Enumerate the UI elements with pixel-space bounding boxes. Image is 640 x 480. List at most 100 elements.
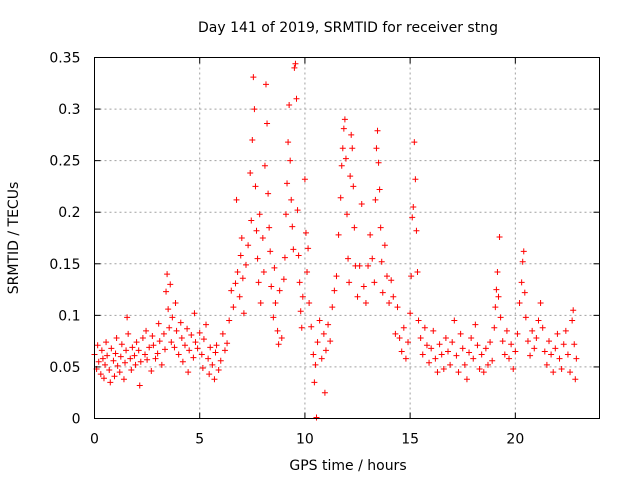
data-point [177, 319, 184, 326]
data-point [478, 351, 485, 358]
data-point [205, 355, 212, 362]
data-point [185, 369, 192, 376]
data-point [149, 332, 156, 339]
data-point [548, 351, 555, 358]
data-point [150, 342, 157, 349]
data-point [106, 367, 113, 374]
data-point [295, 252, 302, 259]
x-axis-label: GPS time / hours [289, 458, 406, 474]
data-point [308, 323, 315, 330]
data-point [127, 355, 134, 362]
data-point [426, 359, 433, 366]
data-point [100, 375, 107, 382]
data-point [169, 314, 176, 321]
data-point [251, 106, 258, 113]
data-point [419, 351, 426, 358]
data-point [398, 348, 405, 355]
data-point [348, 131, 355, 138]
data-point [117, 353, 124, 360]
data-point [333, 273, 340, 280]
plot-frame [94, 57, 600, 419]
data-point [268, 283, 275, 290]
data-point [143, 327, 150, 334]
data-point [181, 342, 188, 349]
data-point [340, 125, 347, 132]
data-point [489, 357, 496, 364]
data-point [305, 245, 312, 252]
y-tick-label: 0 [72, 412, 81, 428]
data-point [314, 339, 321, 346]
data-point [413, 227, 420, 234]
axis-ticks [94, 57, 600, 419]
data-point [417, 335, 424, 342]
data-point [377, 224, 384, 231]
data-point [212, 349, 219, 356]
data-point [449, 339, 456, 346]
data-point [510, 365, 517, 372]
data-point [329, 304, 336, 311]
data-point [531, 345, 538, 352]
data-point [271, 264, 278, 271]
x-tick-label: 15 [401, 432, 419, 448]
data-point [113, 335, 120, 342]
data-point [344, 211, 350, 218]
data-point [97, 371, 104, 378]
data-point [120, 376, 127, 383]
data-point [116, 369, 123, 376]
data-point [327, 338, 334, 345]
data-point [221, 347, 228, 354]
y-tick-label: 0.25 [49, 154, 80, 170]
data-point [539, 324, 546, 331]
data-point [494, 269, 501, 276]
data-point [535, 317, 542, 324]
data-point [430, 327, 437, 334]
data-point [342, 155, 349, 162]
data-point [346, 279, 353, 286]
data-point [265, 190, 272, 197]
data-point [392, 330, 399, 337]
data-point [572, 376, 579, 383]
data-point [451, 317, 458, 324]
y-tick-label: 0.05 [49, 360, 80, 376]
data-point [247, 170, 254, 177]
data-point [306, 299, 313, 306]
y-tick-label: 0.1 [58, 308, 80, 324]
data-point [114, 362, 121, 369]
data-point [302, 229, 309, 236]
data-point [155, 320, 162, 327]
data-point [239, 275, 246, 282]
data-point [137, 358, 144, 365]
data-point [275, 341, 282, 348]
data-point [131, 352, 138, 359]
data-point [331, 287, 338, 294]
data-point [558, 365, 565, 372]
data-point [339, 145, 346, 152]
data-point [378, 258, 385, 265]
data-point [408, 273, 415, 280]
data-point [365, 262, 372, 269]
data-point [173, 327, 180, 334]
data-point [264, 120, 271, 127]
data-point [440, 365, 447, 372]
data-point [285, 139, 292, 146]
data-point [410, 204, 417, 211]
data-point [240, 310, 247, 317]
data-point [172, 299, 179, 306]
data-point [514, 330, 521, 337]
data-point [550, 369, 557, 376]
data-point [191, 310, 198, 317]
data-point [215, 367, 222, 374]
data-point [472, 321, 479, 328]
data-point [402, 355, 409, 362]
data-point [144, 356, 151, 363]
data-point [570, 307, 577, 314]
data-point [161, 346, 168, 353]
data-point [335, 231, 342, 238]
data-point [325, 321, 332, 328]
data-point [349, 145, 356, 152]
data-point [318, 355, 325, 362]
data-point [166, 324, 173, 331]
y-tick-label: 0.35 [49, 51, 80, 67]
y-tick-label: 0.15 [49, 257, 80, 273]
